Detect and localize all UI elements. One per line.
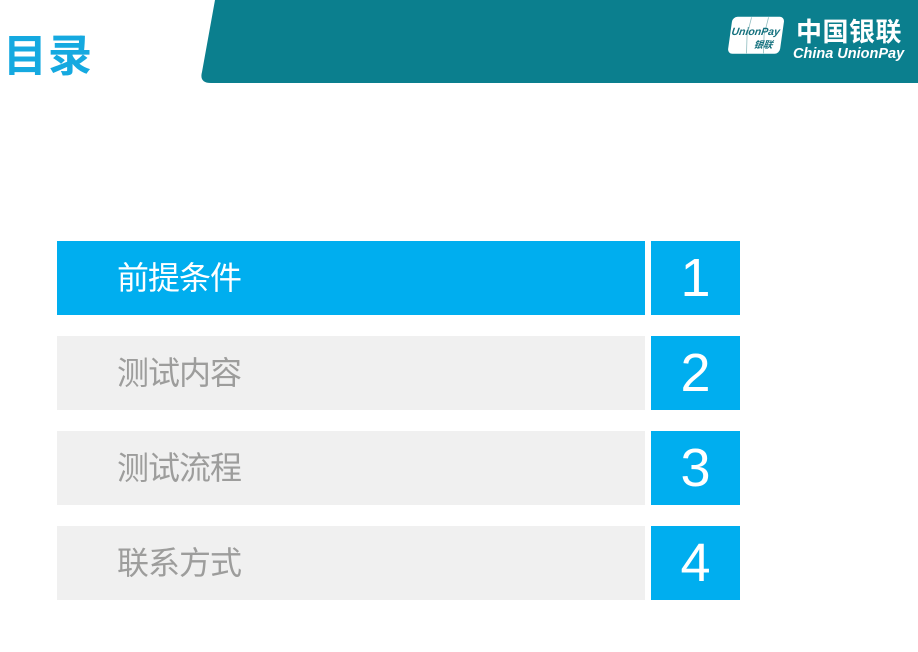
svg-text:China UnionPay: China UnionPay — [793, 46, 905, 62]
svg-text:银联: 银联 — [753, 37, 775, 51]
svg-text:中国银联: 中国银联 — [796, 12, 902, 49]
